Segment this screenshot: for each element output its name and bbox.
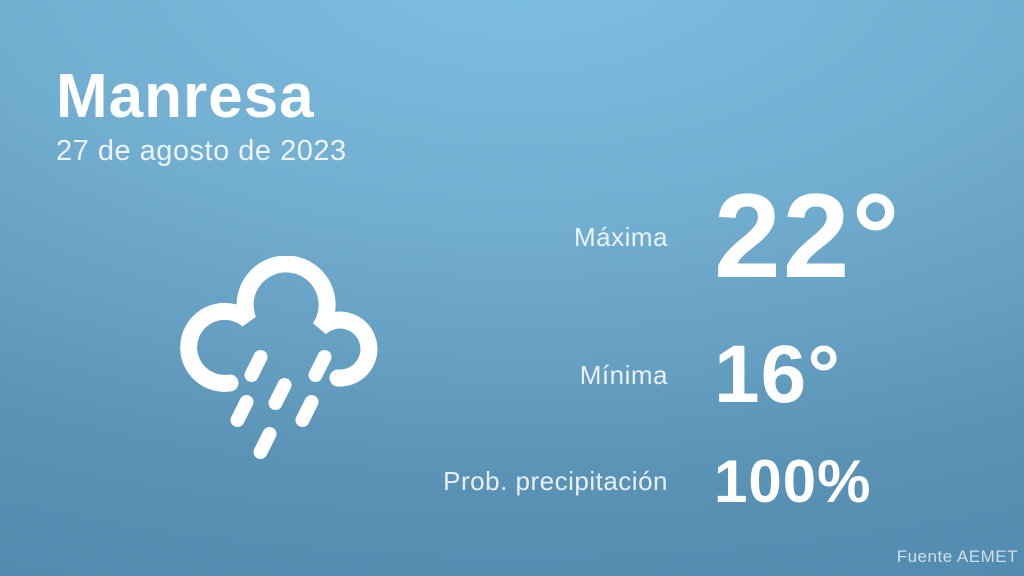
min-temp-label: Mínima — [579, 360, 668, 390]
min-temp-value: 16° — [714, 329, 842, 420]
precipitation-probability-label: Prob. precipitación — [443, 466, 668, 496]
rain-cloud-icon — [180, 256, 380, 468]
cloud-shape — [180, 256, 378, 392]
header: Manresa 27 de agosto de 2023 — [56, 66, 347, 166]
max-temp-value: 22° — [714, 169, 902, 303]
max-temp-label: Máxima — [573, 222, 668, 252]
rain-drops — [230, 350, 332, 459]
location-title: Manresa — [56, 62, 315, 131]
precipitation-probability-value: 100% — [714, 448, 872, 515]
forecast-date: 27 de agosto de 2023 — [56, 135, 347, 167]
data-source-credit: Fuente AEMET — [896, 547, 1018, 566]
